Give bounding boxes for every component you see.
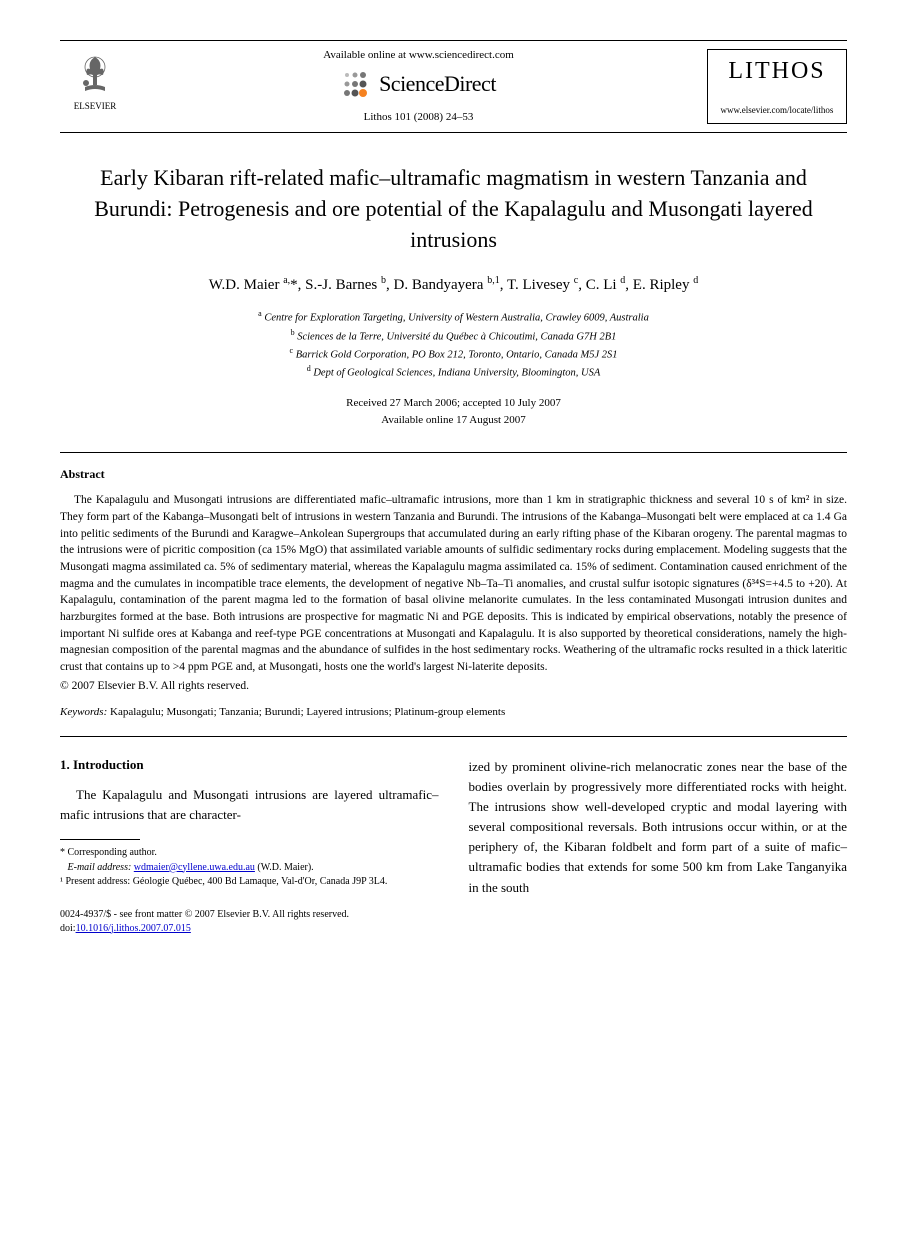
affiliations: a Centre for Exploration Targeting, Univ… bbox=[60, 308, 847, 381]
affiliation-c: c Barrick Gold Corporation, PO Box 212, … bbox=[60, 345, 847, 363]
elsevier-tree-icon bbox=[70, 49, 120, 99]
sciencedirect-name: ScienceDirect bbox=[379, 71, 496, 97]
separator bbox=[60, 452, 847, 453]
affiliation-a: a Centre for Exploration Targeting, Univ… bbox=[60, 308, 847, 326]
center-header: Available online at www.sciencedirect.co… bbox=[130, 49, 707, 123]
separator bbox=[60, 736, 847, 737]
elsevier-logo: ELSEVIER bbox=[60, 49, 130, 111]
affiliation-d: d Dept of Geological Sciences, Indiana U… bbox=[60, 363, 847, 381]
doi-label: doi: bbox=[60, 923, 76, 934]
bottom-bar: 0024-4937/$ - see front matter © 2007 El… bbox=[60, 908, 439, 936]
abstract-body: The Kapalagulu and Musongati intrusions … bbox=[60, 492, 847, 675]
footnotes: * Corresponding author. E-mail address: … bbox=[60, 846, 439, 890]
right-column: ized by prominent olivine-rich melanocra… bbox=[469, 757, 848, 936]
intro-para-left: The Kapalagulu and Musongati intrusions … bbox=[60, 785, 439, 825]
doi-link[interactable]: 10.1016/j.lithos.2007.07.015 bbox=[76, 923, 191, 934]
keywords-label: Keywords: bbox=[60, 706, 107, 718]
corresponding-email-link[interactable]: wdmaier@cyllene.uwa.edu.au bbox=[134, 862, 255, 873]
abstract-copyright: © 2007 Elsevier B.V. All rights reserved… bbox=[60, 680, 847, 692]
journal-citation: Lithos 101 (2008) 24–53 bbox=[150, 111, 687, 123]
available-online-text: Available online at www.sciencedirect.co… bbox=[150, 49, 687, 61]
received-date: Received 27 March 2006; accepted 10 July… bbox=[60, 395, 847, 412]
email-owner: (W.D. Maier). bbox=[257, 862, 313, 873]
present-address-note: ¹ Present address: Géologie Québec, 400 … bbox=[60, 875, 439, 890]
keywords-values: Kapalagulu; Musongati; Tanzania; Burundi… bbox=[110, 706, 505, 718]
publisher-name: ELSEVIER bbox=[60, 101, 130, 111]
abstract-heading: Abstract bbox=[60, 467, 847, 482]
intro-para-right: ized by prominent olivine-rich melanocra… bbox=[469, 757, 848, 898]
sciencedirect-dots-icon bbox=[341, 69, 371, 99]
authors-line: W.D. Maier a,*, S.-J. Barnes b, D. Bandy… bbox=[60, 275, 847, 294]
keywords-line: Keywords: Kapalagulu; Musongati; Tanzani… bbox=[60, 706, 847, 718]
body-columns: 1. Introduction The Kapalagulu and Muson… bbox=[60, 757, 847, 936]
footnote-separator bbox=[60, 839, 140, 840]
article-dates: Received 27 March 2006; accepted 10 July… bbox=[60, 395, 847, 428]
issn-copyright-line: 0024-4937/$ - see front matter © 2007 El… bbox=[60, 908, 439, 922]
email-label: E-mail address: bbox=[68, 862, 132, 873]
affiliation-b: b Sciences de la Terre, Université du Qu… bbox=[60, 327, 847, 345]
available-online-date: Available online 17 August 2007 bbox=[60, 412, 847, 429]
journal-name: LITHOS bbox=[720, 58, 834, 85]
journal-url[interactable]: www.elsevier.com/locate/lithos bbox=[720, 105, 834, 115]
article-title: Early Kibaran rift-related mafic–ultrama… bbox=[60, 163, 847, 255]
journal-box: LITHOS www.elsevier.com/locate/lithos bbox=[707, 49, 847, 124]
section-heading-intro: 1. Introduction bbox=[60, 757, 439, 773]
corresponding-author-note: * Corresponding author. bbox=[60, 846, 439, 861]
email-line: E-mail address: wdmaier@cyllene.uwa.edu.… bbox=[60, 861, 439, 876]
left-column: 1. Introduction The Kapalagulu and Muson… bbox=[60, 757, 439, 936]
sciencedirect-brand: ScienceDirect bbox=[150, 69, 687, 99]
journal-header: ELSEVIER Available online at www.science… bbox=[60, 40, 847, 133]
doi-line: doi:10.1016/j.lithos.2007.07.015 bbox=[60, 922, 439, 936]
